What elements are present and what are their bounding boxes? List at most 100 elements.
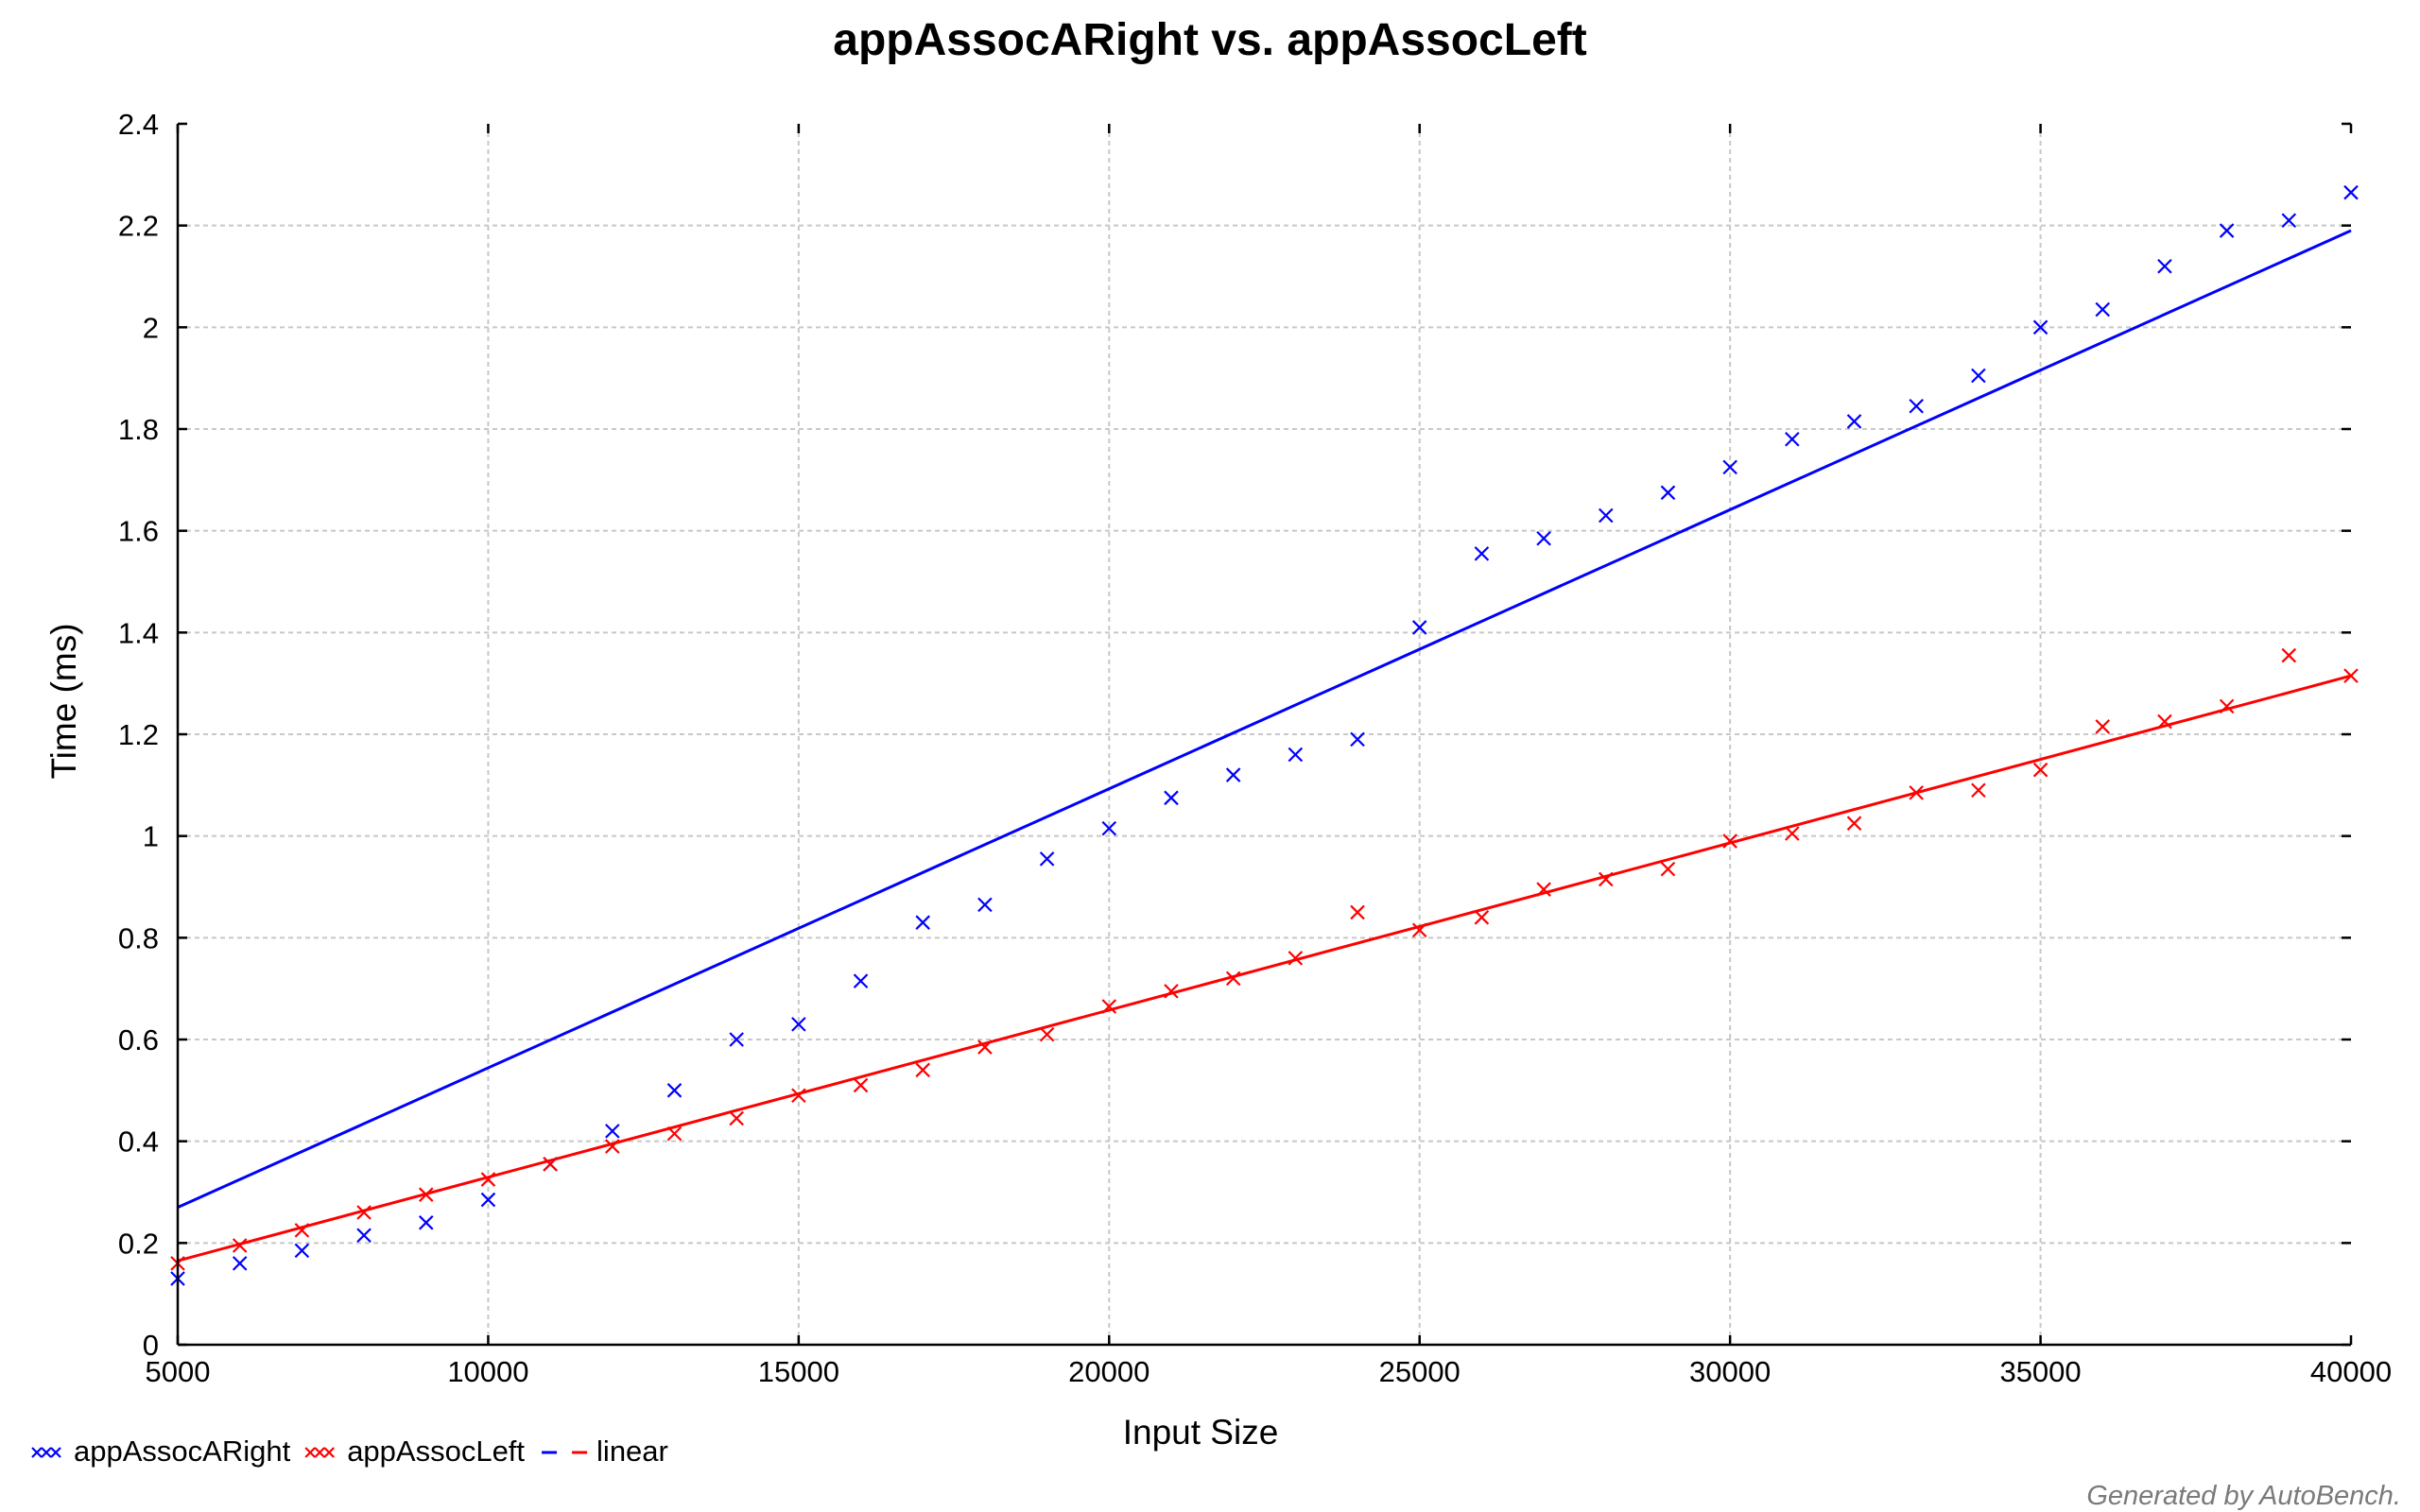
marker-stroke bbox=[1785, 826, 1800, 841]
point-appAssocARight bbox=[1474, 546, 1490, 561]
y-axis-label: Time (ms) bbox=[44, 623, 83, 779]
point-appAssocLeft bbox=[853, 1077, 869, 1093]
marker-stroke bbox=[1846, 816, 1862, 831]
marker-stroke bbox=[1536, 882, 1551, 897]
point-appAssocLeft bbox=[1536, 882, 1551, 897]
point-appAssocARight bbox=[480, 1192, 496, 1208]
point-appAssocLeft bbox=[1971, 782, 1986, 798]
marker-stroke bbox=[356, 1205, 372, 1220]
point-appAssocARight bbox=[1785, 431, 1800, 447]
marker-stroke bbox=[1411, 620, 1427, 635]
marker-stroke bbox=[356, 1228, 372, 1244]
marker-stroke bbox=[1288, 951, 1304, 966]
point-appAssocLeft bbox=[1101, 999, 1117, 1014]
marker-stroke bbox=[2157, 258, 2172, 274]
marker-stroke bbox=[2095, 301, 2111, 318]
point-appAssocARight bbox=[1411, 620, 1427, 635]
marker-stroke bbox=[31, 1447, 43, 1458]
point-appAssocLeft bbox=[1846, 816, 1862, 831]
marker-stroke bbox=[41, 1447, 52, 1458]
marker-stroke bbox=[2032, 762, 2048, 778]
y-tick-label: 1.4 bbox=[118, 616, 159, 649]
point-appAssocARight bbox=[1598, 507, 1614, 524]
point-appAssocLeft bbox=[1785, 826, 1800, 841]
marker-stroke bbox=[1411, 922, 1427, 938]
marker-stroke bbox=[2095, 719, 2111, 734]
marker-stroke bbox=[323, 1447, 335, 1458]
point-appAssocLeft bbox=[1350, 904, 1365, 920]
x-tick-label: 30000 bbox=[1689, 1355, 1771, 1388]
marker-stroke bbox=[314, 1447, 325, 1458]
point-appAssocLeft bbox=[729, 1110, 744, 1126]
point-appAssocLeft bbox=[915, 1062, 931, 1078]
marker-stroke bbox=[1164, 790, 1179, 806]
y-tick-label: 2.4 bbox=[118, 108, 159, 141]
y-tick-label: 2.2 bbox=[118, 210, 159, 243]
point-appAssocLeft bbox=[232, 1238, 248, 1253]
x-tick-label: 25000 bbox=[1379, 1355, 1461, 1388]
point-appAssocARight bbox=[2032, 319, 2048, 335]
point-appAssocARight bbox=[2219, 223, 2235, 238]
marker-stroke bbox=[1350, 904, 1365, 920]
marker-stroke bbox=[418, 1187, 434, 1202]
point-appAssocARight bbox=[294, 1243, 310, 1259]
point-appAssocARight bbox=[1909, 398, 1924, 414]
point-appAssocARight bbox=[1536, 530, 1551, 546]
marker-stroke bbox=[50, 1447, 61, 1458]
marker-stroke bbox=[1164, 984, 1179, 999]
point-appAssocARight bbox=[1350, 731, 1365, 747]
marker-stroke bbox=[1101, 999, 1117, 1014]
point-appAssocARight bbox=[666, 1083, 683, 1098]
axes bbox=[176, 122, 2353, 1347]
y-tick-label: 1.2 bbox=[118, 718, 159, 751]
point-appAssocARight bbox=[729, 1032, 744, 1047]
point-appAssocLeft bbox=[2281, 647, 2297, 663]
point-appAssocARight bbox=[1846, 414, 1862, 429]
tick-labels: 5000 10000 15000 20000 25000 30000 35000 40000 0… bbox=[118, 108, 2392, 1388]
point-appAssocARight bbox=[2343, 184, 2359, 200]
marker-stroke bbox=[1660, 485, 1676, 501]
legend-item-appAssocLeft: appAssocLeft bbox=[304, 1435, 525, 1468]
marker-stroke bbox=[2219, 223, 2235, 238]
marker-stroke bbox=[2281, 647, 2297, 663]
point-appAssocARight bbox=[605, 1124, 620, 1139]
marker-stroke bbox=[915, 915, 931, 930]
marker-stroke bbox=[1288, 747, 1304, 763]
marker-stroke bbox=[666, 1125, 683, 1142]
marker-stroke bbox=[2157, 713, 2172, 730]
marker-stroke bbox=[791, 1017, 806, 1032]
legend-label: appAssocLeft bbox=[347, 1435, 525, 1468]
point-appAssocARight bbox=[418, 1215, 434, 1230]
point-appAssocARight bbox=[2157, 258, 2172, 274]
x-tick-label: 10000 bbox=[447, 1355, 528, 1388]
y-tick-label: 1 bbox=[143, 820, 159, 853]
marker-stroke bbox=[1225, 767, 1241, 782]
marker-stroke bbox=[729, 1110, 744, 1126]
point-appAssocLeft bbox=[2343, 668, 2359, 683]
y-tick-label: 2 bbox=[143, 311, 159, 344]
marker-stroke bbox=[304, 1447, 316, 1458]
marker-stroke bbox=[853, 973, 869, 988]
legend-marker bbox=[304, 1447, 316, 1458]
point-appAssocLeft bbox=[605, 1139, 620, 1154]
marker-stroke bbox=[1971, 368, 1986, 384]
point-appAssocLeft bbox=[1411, 922, 1427, 938]
x-tick-label: 5000 bbox=[146, 1355, 211, 1388]
marker-stroke bbox=[1722, 459, 1737, 475]
y-tick-label: 0.4 bbox=[118, 1125, 159, 1159]
point-appAssocLeft bbox=[666, 1125, 683, 1142]
marker-stroke bbox=[605, 1124, 620, 1139]
marker-stroke bbox=[1971, 782, 1986, 798]
legend-marker bbox=[314, 1447, 325, 1458]
legend-marker bbox=[41, 1447, 52, 1458]
marker-stroke bbox=[1722, 833, 1737, 849]
x-tick-label: 40000 bbox=[2310, 1355, 2392, 1388]
marker-stroke bbox=[1350, 731, 1365, 747]
data-points bbox=[170, 184, 2359, 1286]
point-appAssocLeft bbox=[480, 1172, 496, 1187]
point-appAssocARight bbox=[1164, 790, 1179, 806]
marker-stroke bbox=[1785, 431, 1800, 447]
marker-stroke bbox=[1909, 785, 1924, 800]
marker-stroke bbox=[294, 1243, 310, 1259]
marker-stroke bbox=[1225, 971, 1241, 987]
